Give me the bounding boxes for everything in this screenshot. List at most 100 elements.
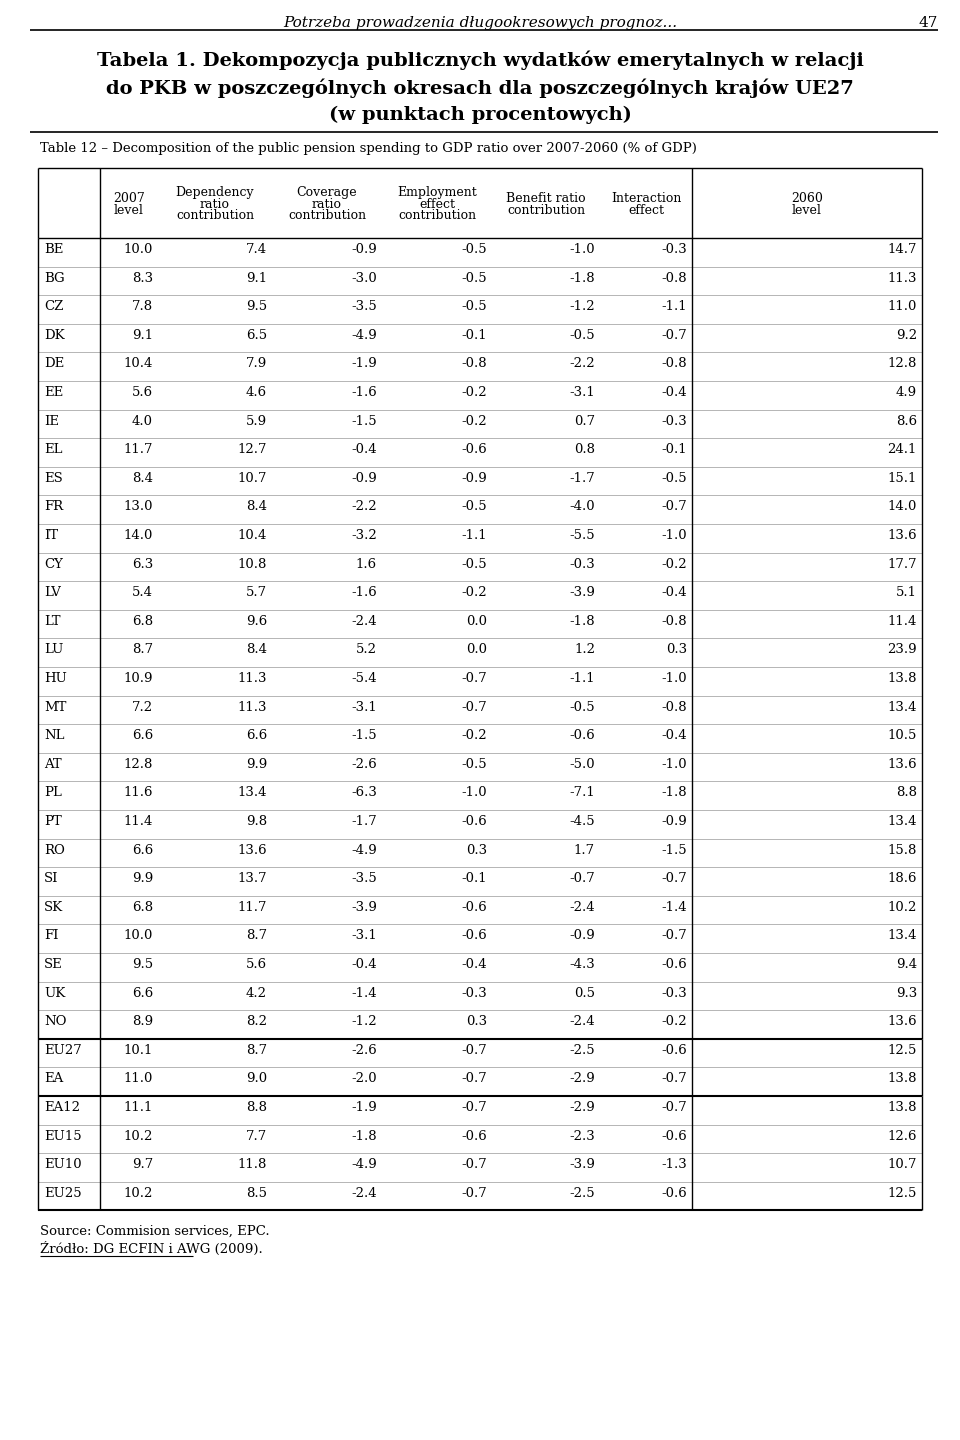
Text: -3.9: -3.9 (569, 1158, 595, 1171)
Text: 8.8: 8.8 (246, 1102, 267, 1115)
Text: 14.0: 14.0 (888, 501, 917, 514)
Text: CZ: CZ (44, 300, 63, 314)
Text: 8.6: 8.6 (896, 415, 917, 428)
Text: -2.5: -2.5 (569, 1044, 595, 1057)
Text: Coverage: Coverage (297, 186, 357, 199)
Text: -0.4: -0.4 (661, 386, 687, 399)
Text: -0.2: -0.2 (462, 586, 487, 599)
Text: Employment: Employment (397, 186, 477, 199)
Text: -0.9: -0.9 (351, 243, 377, 256)
Text: -1.1: -1.1 (569, 672, 595, 685)
Text: 9.6: 9.6 (246, 615, 267, 628)
Text: -1.8: -1.8 (351, 1129, 377, 1142)
Text: -0.5: -0.5 (462, 501, 487, 514)
Text: PT: PT (44, 815, 61, 828)
Text: 0.3: 0.3 (466, 1015, 487, 1028)
Text: -0.2: -0.2 (661, 557, 687, 570)
Text: 15.8: 15.8 (888, 844, 917, 857)
Text: 9.2: 9.2 (896, 328, 917, 341)
Text: -0.7: -0.7 (661, 501, 687, 514)
Text: -3.1: -3.1 (569, 386, 595, 399)
Text: 13.8: 13.8 (887, 1102, 917, 1115)
Text: 5.6: 5.6 (246, 958, 267, 971)
Text: 9.9: 9.9 (132, 873, 153, 886)
Text: 11.0: 11.0 (888, 300, 917, 314)
Text: -0.3: -0.3 (661, 415, 687, 428)
Text: -0.8: -0.8 (462, 357, 487, 370)
Text: 15.1: 15.1 (888, 472, 917, 485)
Text: 10.8: 10.8 (238, 557, 267, 570)
Text: 13.4: 13.4 (237, 786, 267, 799)
Text: -5.0: -5.0 (569, 757, 595, 770)
Text: 5.2: 5.2 (356, 644, 377, 657)
Text: 8.2: 8.2 (246, 1015, 267, 1028)
Text: 8.3: 8.3 (132, 272, 153, 285)
Text: 0.5: 0.5 (574, 986, 595, 999)
Text: -5.5: -5.5 (569, 528, 595, 541)
Text: -2.4: -2.4 (351, 1187, 377, 1200)
Text: -1.0: -1.0 (661, 672, 687, 685)
Text: HU: HU (44, 672, 67, 685)
Text: Interaction: Interaction (611, 192, 682, 204)
Text: 8.8: 8.8 (896, 786, 917, 799)
Text: -0.3: -0.3 (661, 986, 687, 999)
Text: -1.2: -1.2 (351, 1015, 377, 1028)
Text: 11.8: 11.8 (238, 1158, 267, 1171)
Text: -1.2: -1.2 (569, 300, 595, 314)
Text: -0.7: -0.7 (461, 1073, 487, 1086)
Text: 8.7: 8.7 (246, 1044, 267, 1057)
Text: -0.7: -0.7 (569, 873, 595, 886)
Text: -1.0: -1.0 (569, 243, 595, 256)
Text: 12.6: 12.6 (887, 1129, 917, 1142)
Text: -1.5: -1.5 (661, 844, 687, 857)
Text: -0.6: -0.6 (461, 929, 487, 942)
Text: 13.8: 13.8 (887, 1073, 917, 1086)
Text: -2.2: -2.2 (351, 501, 377, 514)
Text: 10.9: 10.9 (124, 672, 153, 685)
Text: -0.2: -0.2 (462, 729, 487, 742)
Text: -1.8: -1.8 (661, 786, 687, 799)
Text: 11.7: 11.7 (124, 444, 153, 456)
Text: -1.9: -1.9 (351, 357, 377, 370)
Text: 7.2: 7.2 (132, 701, 153, 714)
Text: -2.5: -2.5 (569, 1187, 595, 1200)
Text: -4.9: -4.9 (351, 844, 377, 857)
Text: 5.1: 5.1 (896, 586, 917, 599)
Text: 6.8: 6.8 (132, 615, 153, 628)
Text: 13.6: 13.6 (237, 844, 267, 857)
Text: -2.4: -2.4 (569, 1015, 595, 1028)
Text: 9.0: 9.0 (246, 1073, 267, 1086)
Text: RO: RO (44, 844, 65, 857)
Text: 4.0: 4.0 (132, 415, 153, 428)
Text: -1.3: -1.3 (661, 1158, 687, 1171)
Text: 5.7: 5.7 (246, 586, 267, 599)
Text: 10.4: 10.4 (124, 357, 153, 370)
Text: LU: LU (44, 644, 63, 657)
Text: 0.8: 0.8 (574, 444, 595, 456)
Text: -0.4: -0.4 (351, 958, 377, 971)
Text: -0.2: -0.2 (462, 386, 487, 399)
Text: EA12: EA12 (44, 1102, 80, 1115)
Text: -2.0: -2.0 (351, 1073, 377, 1086)
Text: -5.4: -5.4 (351, 672, 377, 685)
Text: LT: LT (44, 615, 60, 628)
Text: 12.8: 12.8 (124, 757, 153, 770)
Text: 8.7: 8.7 (132, 644, 153, 657)
Text: -0.5: -0.5 (462, 557, 487, 570)
Text: -0.7: -0.7 (661, 328, 687, 341)
Text: BE: BE (44, 243, 63, 256)
Text: 9.5: 9.5 (246, 300, 267, 314)
Text: Potrzeba prowadzenia długookresowych prognoz...: Potrzeba prowadzenia długookresowych pro… (283, 16, 677, 30)
Text: -1.0: -1.0 (661, 757, 687, 770)
Text: MT: MT (44, 701, 66, 714)
Text: 9.5: 9.5 (132, 958, 153, 971)
Text: 14.7: 14.7 (887, 243, 917, 256)
Text: -0.6: -0.6 (661, 1129, 687, 1142)
Text: BG: BG (44, 272, 64, 285)
Text: 6.6: 6.6 (132, 729, 153, 742)
Text: 10.7: 10.7 (237, 472, 267, 485)
Text: -2.4: -2.4 (569, 901, 595, 914)
Text: -1.8: -1.8 (569, 272, 595, 285)
Text: -0.3: -0.3 (661, 243, 687, 256)
Text: 11.3: 11.3 (887, 272, 917, 285)
